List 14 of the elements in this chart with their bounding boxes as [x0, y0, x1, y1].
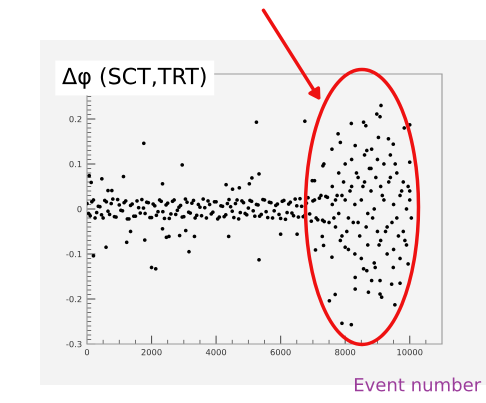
- x-tick-label: 6000: [270, 349, 291, 356]
- y-tick-label: 0.2: [69, 116, 82, 122]
- y-tick-label: -0.1: [66, 250, 82, 258]
- y-tick-label: -0.2: [66, 296, 82, 302]
- x-tick-label: 2000: [142, 349, 162, 356]
- y-tick-label: -0.3: [66, 340, 82, 348]
- y-tick-label: 0: [77, 206, 82, 212]
- x-tick-label: 4000: [206, 349, 226, 356]
- x-tick-label: 10000: [397, 349, 422, 356]
- x-tick-label: 0: [84, 349, 90, 356]
- x-tick-label: 8000: [335, 349, 356, 356]
- y-tick-label: 0.1: [69, 160, 82, 168]
- x-axis-title: Event number: [354, 378, 482, 392]
- y-axis-title: Δφ (SCT,TRT): [62, 67, 206, 89]
